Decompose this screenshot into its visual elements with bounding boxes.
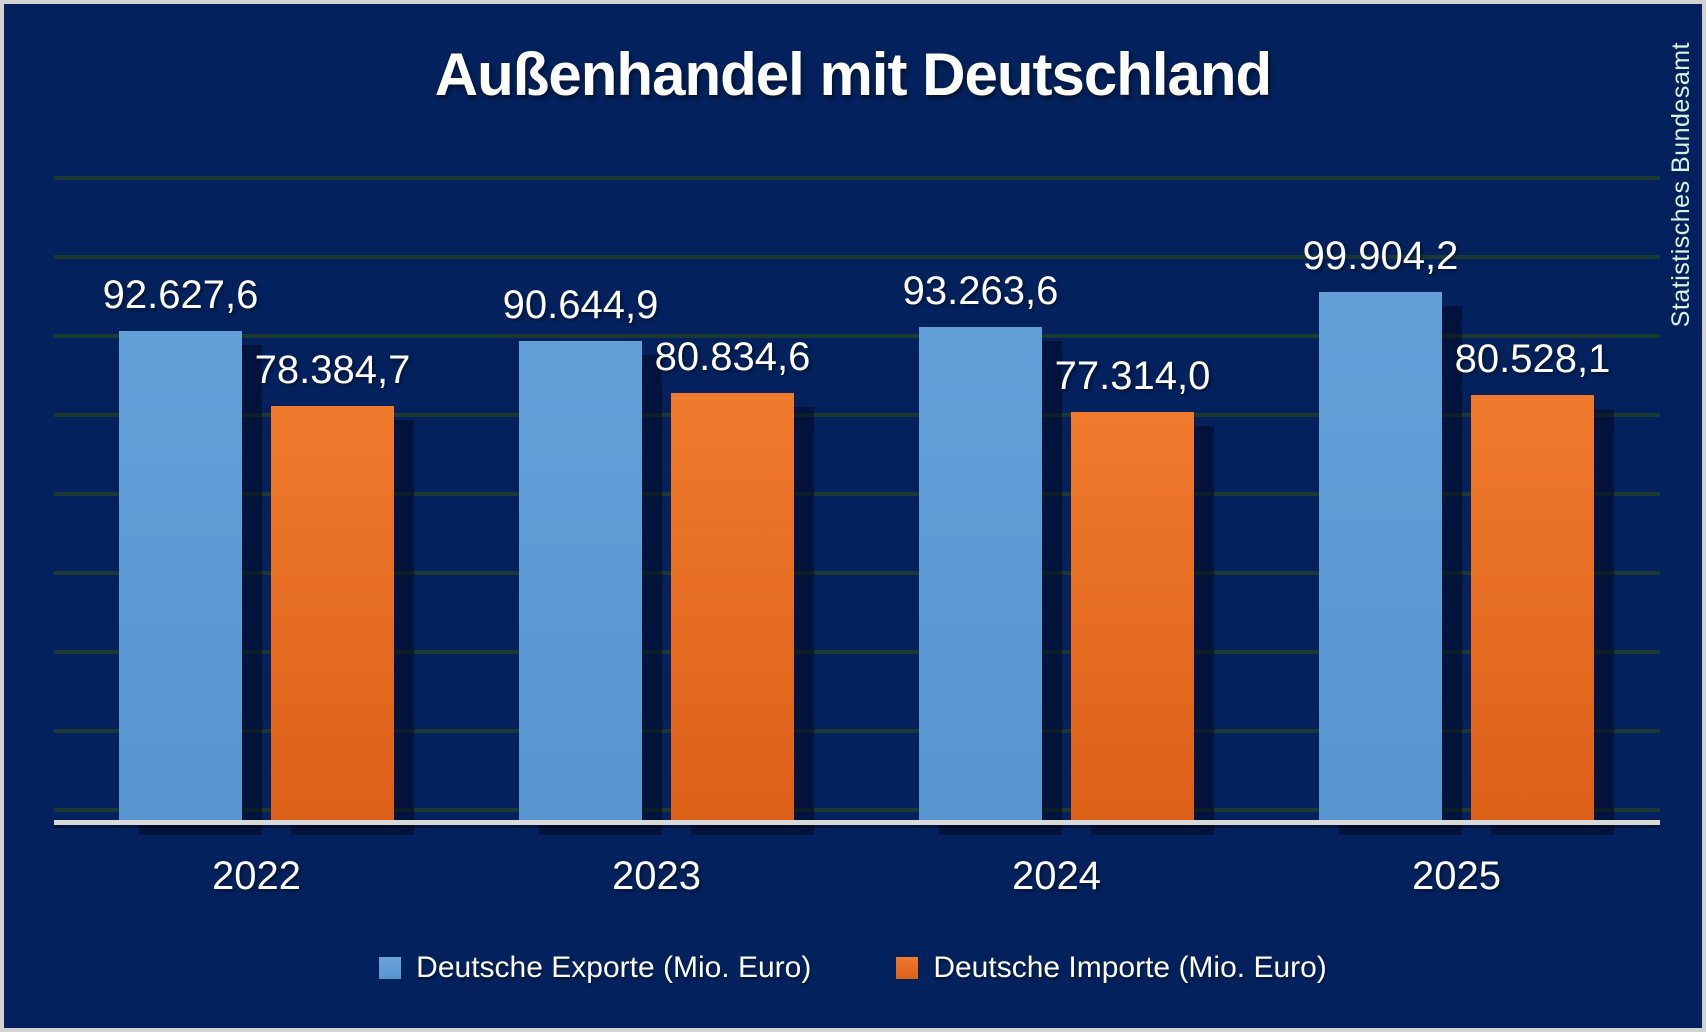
value-label-exporte-2023: 90.644,9 <box>502 283 659 327</box>
legend-item-exporte: Deutsche Exporte (Mio. Euro) <box>379 951 811 985</box>
value-label-importe-2024: 77.314,0 <box>1054 354 1211 398</box>
x-tick-2025: 2025 <box>1412 854 1501 898</box>
legend-swatch-importe-icon <box>896 957 919 979</box>
gridline <box>54 334 1660 338</box>
bar-exporte-2024 <box>919 327 1042 821</box>
gridline <box>54 176 1660 180</box>
legend-label-importe: Deutsche Importe (Mio. Euro) <box>933 951 1327 984</box>
x-tick-2022: 2022 <box>212 854 301 898</box>
bar-importe-2024 <box>1071 412 1194 821</box>
gridline <box>54 808 1660 812</box>
legend-label-exporte: Deutsche Exporte (Mio. Euro) <box>416 951 812 984</box>
gridline <box>54 492 1660 496</box>
gridline <box>54 571 1660 575</box>
x-axis-line <box>54 820 1660 825</box>
gridline <box>54 729 1660 733</box>
value-label-exporte-2024: 93.263,6 <box>902 269 1059 313</box>
legend-item-importe: Deutsche Importe (Mio. Euro) <box>896 951 1327 985</box>
bar-importe-2025 <box>1471 395 1594 821</box>
legend-swatch-exporte-icon <box>379 957 402 979</box>
bar-importe-2022 <box>271 406 394 821</box>
value-label-exporte-2022: 92.627,6 <box>102 273 259 317</box>
value-label-importe-2023: 80.834,6 <box>654 335 811 379</box>
bar-exporte-2023 <box>519 341 642 821</box>
legend: Deutsche Exporte (Mio. Euro) Deutsche Im… <box>4 951 1702 985</box>
bar-exporte-2025 <box>1319 292 1442 821</box>
gridline <box>54 650 1660 654</box>
value-label-importe-2022: 78.384,7 <box>254 348 411 392</box>
source-label: Statistisches Bundesamt <box>1667 42 1695 328</box>
gridline <box>54 255 1660 259</box>
chart-title: Außenhandel mit Deutschland <box>434 41 1272 108</box>
value-label-exporte-2025: 99.904,2 <box>1302 234 1459 278</box>
x-tick-2023: 2023 <box>612 854 701 898</box>
gridline <box>54 413 1660 417</box>
x-tick-2024: 2024 <box>1012 854 1101 898</box>
bar-importe-2023 <box>671 393 794 821</box>
bar-exporte-2022 <box>119 331 242 821</box>
value-label-importe-2025: 80.528,1 <box>1454 337 1611 381</box>
